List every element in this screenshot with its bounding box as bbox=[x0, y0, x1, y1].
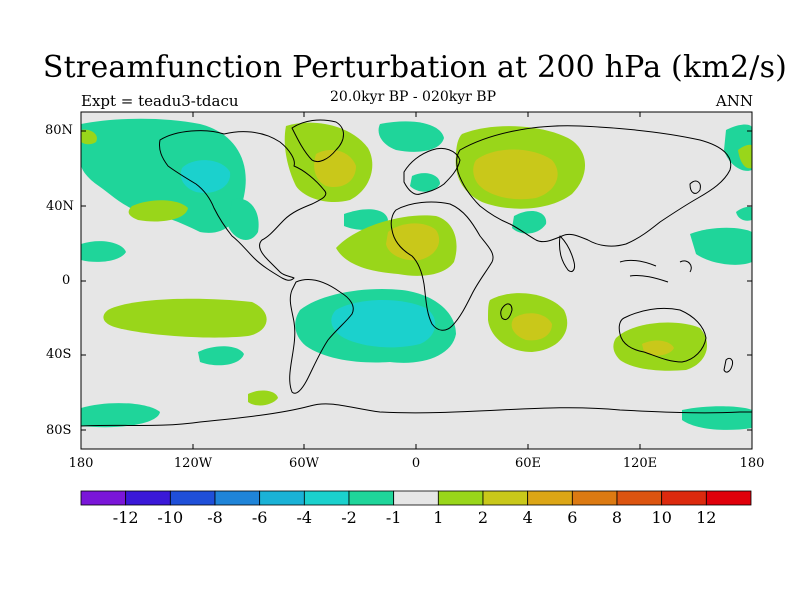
contour-npac-pos bbox=[81, 129, 97, 145]
contour-npac-core bbox=[180, 160, 231, 193]
colorbar-box bbox=[437, 490, 484, 506]
coast-madagascar bbox=[500, 303, 513, 321]
colorbar-label: 4 bbox=[522, 508, 533, 527]
colorbar-box bbox=[705, 490, 752, 506]
y-label-80s: 80S bbox=[46, 423, 72, 438]
contour-band-neg2 bbox=[180, 160, 436, 348]
axis-ticks bbox=[81, 112, 752, 449]
colorbar-label: 10 bbox=[651, 508, 672, 527]
colorbar-label: -1 bbox=[385, 508, 402, 527]
contour-arctic-pacific bbox=[81, 118, 246, 233]
colorbar-box bbox=[482, 490, 529, 506]
colorbar-label: 12 bbox=[696, 508, 717, 527]
colorbar-box bbox=[169, 490, 216, 506]
colorbar-box bbox=[527, 490, 573, 506]
coast-india bbox=[559, 235, 575, 273]
colorbar-label: 8 bbox=[611, 508, 623, 527]
contour-atl-trop-core bbox=[386, 223, 440, 261]
map-panel bbox=[81, 112, 752, 449]
coast-asia bbox=[456, 125, 732, 247]
colorbar-box bbox=[616, 490, 663, 506]
experiment-label: Expt = teadu3-tdacu bbox=[81, 92, 239, 110]
colorbar-box bbox=[214, 490, 261, 506]
contour-band-pos2 bbox=[314, 149, 674, 356]
plot-title: Streamfunction Perturbation at 200 hPa (… bbox=[42, 50, 788, 85]
colorbar-box bbox=[80, 490, 127, 506]
contour-australia-core bbox=[642, 340, 674, 356]
coast-new-zealand bbox=[723, 357, 733, 373]
colorbar-label: -8 bbox=[207, 508, 223, 527]
y-label-40n: 40N bbox=[46, 199, 74, 214]
colorbar-label: 6 bbox=[567, 508, 578, 527]
contour-spac bbox=[103, 298, 267, 338]
colorbar-box bbox=[348, 490, 395, 506]
time-range-label: 20.0kyr BP - 020kyr BP bbox=[330, 89, 497, 105]
coast-japan bbox=[689, 180, 701, 194]
coast-australia bbox=[618, 307, 707, 363]
coast-indonesia bbox=[619, 259, 692, 283]
y-label-40s: 40S bbox=[46, 347, 72, 362]
colorbar-label: -4 bbox=[296, 508, 313, 527]
coast-greenland bbox=[291, 119, 344, 163]
contour-s-pac-lower bbox=[81, 403, 160, 428]
contour-nwpac bbox=[690, 227, 752, 265]
coast-south-america bbox=[289, 279, 354, 394]
contour-npac-east bbox=[228, 198, 259, 240]
y-label-80n: 80N bbox=[45, 123, 73, 138]
colorbar-label: -2 bbox=[341, 508, 357, 527]
contour-arabian bbox=[512, 210, 547, 234]
colorbar-box bbox=[393, 490, 439, 506]
contour-siberia-core bbox=[473, 149, 558, 200]
colorbar-box bbox=[125, 490, 171, 506]
contour-pac-west bbox=[81, 241, 126, 262]
season-label: ANN bbox=[715, 92, 753, 110]
x-label-120w: 120W bbox=[173, 456, 213, 471]
contour-mozambique-core bbox=[511, 313, 552, 341]
colorbar-box bbox=[303, 490, 350, 506]
contour-sepac bbox=[198, 346, 244, 366]
contour-npac-mid bbox=[128, 200, 188, 222]
contour-europe bbox=[410, 173, 440, 192]
contour-satl-lower bbox=[248, 390, 278, 406]
x-label-0: 0 bbox=[411, 456, 421, 471]
colorbar-label: 1 bbox=[433, 508, 444, 527]
coast-north-america bbox=[159, 130, 327, 281]
x-label-120e: 120E bbox=[622, 456, 658, 471]
colorbar bbox=[80, 490, 752, 506]
contour-natl bbox=[378, 121, 444, 152]
coast-antarctica bbox=[81, 403, 752, 427]
x-label-60w: 60W bbox=[289, 456, 319, 471]
colorbar-box bbox=[571, 490, 618, 506]
coast-africa bbox=[390, 201, 494, 331]
colorbar-label: 2 bbox=[477, 508, 489, 527]
coast-europe bbox=[403, 147, 461, 195]
coastlines bbox=[81, 119, 752, 427]
colorbar-box bbox=[661, 490, 707, 506]
contour-wpac-small bbox=[736, 206, 752, 221]
colorbar-label: -12 bbox=[112, 508, 139, 527]
colorbar-label: -10 bbox=[157, 508, 184, 527]
x-label-180w: 180 bbox=[68, 456, 94, 471]
y-label-0: 0 bbox=[62, 273, 71, 288]
x-label-180e: 180 bbox=[739, 456, 765, 471]
contour-satl-core bbox=[331, 299, 436, 348]
colorbar-label: -6 bbox=[251, 508, 268, 527]
contour-east-edge bbox=[738, 144, 752, 169]
x-label-60e: 60E bbox=[514, 456, 542, 471]
colorbar-box bbox=[259, 490, 305, 506]
